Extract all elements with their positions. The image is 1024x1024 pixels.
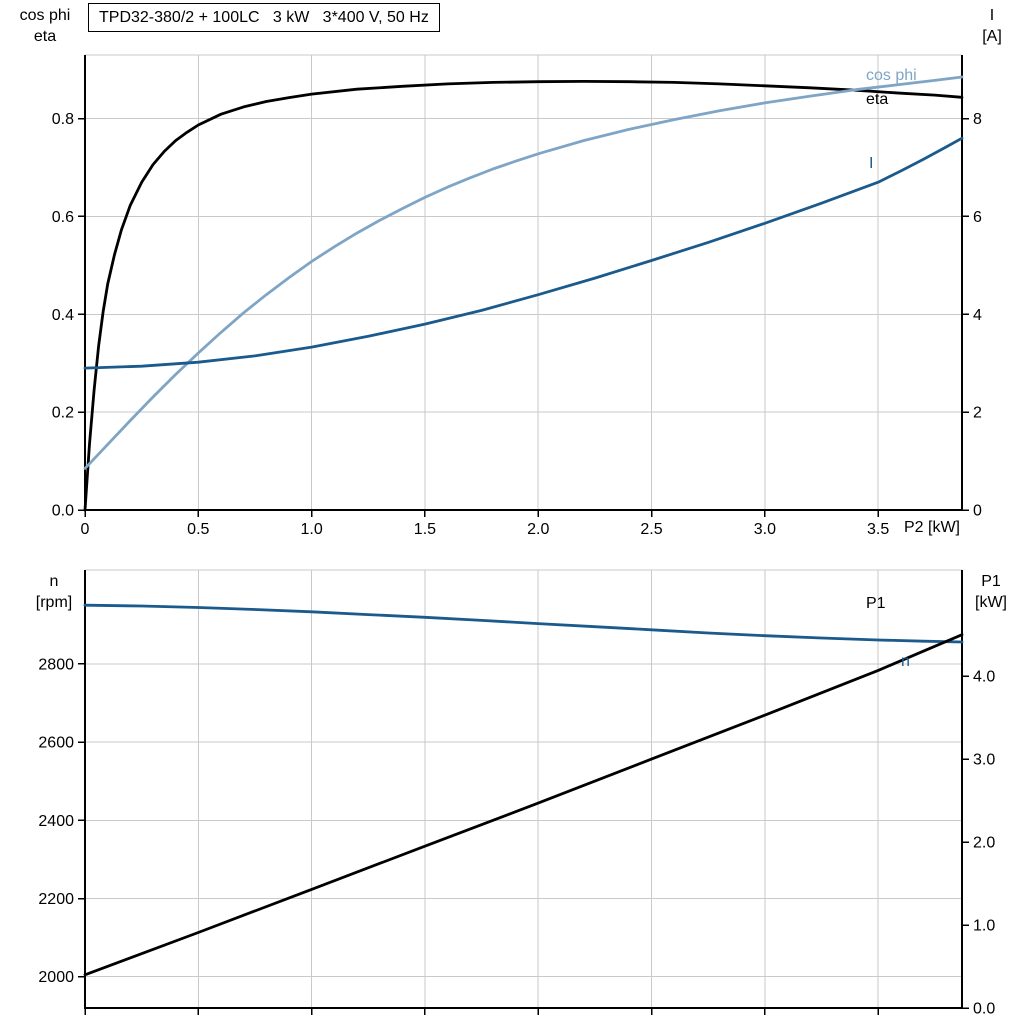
series-cos-phi [83,75,964,470]
y-left-tick-label: 0.2 [52,405,74,422]
x-tick-label: 3.0 [754,521,776,538]
x-tick-label: 2.5 [640,521,662,538]
y-right-tick-label: 8 [973,111,982,128]
axis-title-cos-phi-eta: cos phi eta [4,5,86,47]
y-left-tick-label: 0.0 [52,503,74,520]
y-left-tick-label: 2000 [38,969,74,986]
y-right-tick-label: 2.0 [973,835,995,852]
axis-title-speed-symbol: n [49,573,59,590]
motor-electrical-chart: 0.0 0.2 0.4 0.6 0.8 0 2 4 6 8 0 0.5 1.0 1.5 2.0 2.5 3.0 3… [52,54,982,538]
y-left-tick-label: 2200 [38,891,74,908]
y-right-tick-label: 1.0 [973,918,995,935]
axis-title-cos-phi: cos phi [19,7,71,24]
axis-title-eta: eta [33,28,57,45]
axis-title-p2: P2 [kW] [903,519,960,536]
curve-label-I: I [869,155,873,172]
axis-title-current-unit: [A] [982,28,1002,45]
y-right-tick-label: 3.0 [973,752,995,769]
curve-label-P1: P1 [866,595,886,612]
y-right-tick-label: 2 [973,405,982,422]
series-P1 [83,633,964,977]
x-tick-label: 1.0 [300,521,322,538]
axis-title-speed: n [rpm] [24,571,84,613]
axis-title-current: I [A] [964,5,1020,47]
y-left-tick-label: 2800 [38,656,74,673]
motor-speed-power-chart: 2000 2200 2400 2600 2800 0.0 1.0 2.0 3.0 4.0 P1 n [38,569,995,1018]
axis-title-current-symbol: I [989,7,995,24]
curve-label-cos-phi: cos phi [866,67,917,84]
series-I [83,136,964,370]
x-tick-label: 1.5 [414,521,436,538]
y-right-tick-label: 0.0 [973,1001,995,1018]
chart-title: TPD32-380/2 + 100LC 3 kW 3*400 V, 50 Hz [88,3,440,32]
axis-title-p1-symbol: P1 [981,573,1001,590]
y-left-tick-label: 0.6 [52,209,74,226]
axis-title-speed-unit: [rpm] [35,594,73,611]
y-right-tick-label: 0 [973,503,982,520]
axis-title-p1-unit: [kW] [975,594,1007,611]
series-eta [83,80,964,512]
y-right-tick-label: 6 [973,209,982,226]
x-tick-label: 2.0 [527,521,549,538]
y-right-tick-label: 4.0 [973,669,995,686]
y-left-tick-label: 0.8 [52,111,74,128]
y-left-tick-label: 2400 [38,813,74,830]
curve-label-n: n [901,653,910,670]
series-n [83,603,964,644]
x-tick-label: 0 [81,521,90,538]
y-left-tick-label: 2600 [38,735,74,752]
y-left-tick-label: 0.4 [52,307,74,324]
x-tick-label: 0.5 [187,521,209,538]
curve-label-eta: eta [866,91,888,108]
axis-title-p1: P1 [kW] [962,571,1020,613]
y-right-tick-label: 4 [973,307,982,324]
x-tick-label: 3.5 [867,521,889,538]
